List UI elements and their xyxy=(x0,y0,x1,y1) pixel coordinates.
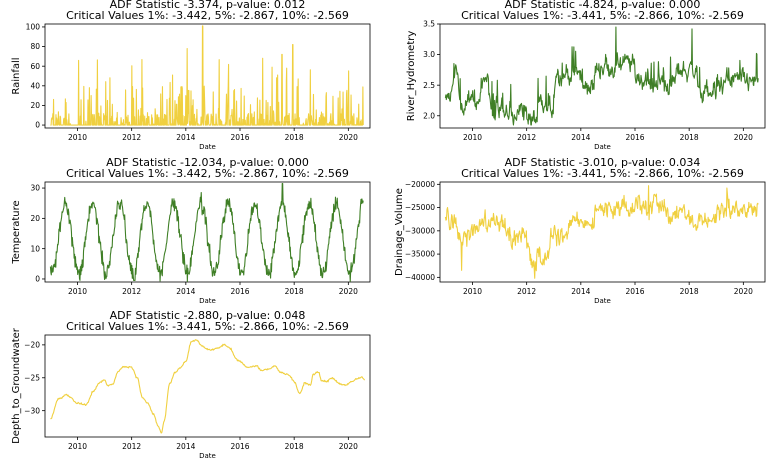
x-tick-label: 2014 xyxy=(176,442,195,451)
x-tick-label: 2016 xyxy=(625,133,644,142)
x-axis-label: Date xyxy=(199,143,216,151)
y-axis-label: Rainfall xyxy=(11,57,22,94)
x-tick-label: 2012 xyxy=(122,287,141,296)
x-tick-label: 2020 xyxy=(339,133,358,142)
chart-title-line: Critical Values 1%: -3.442, 5%: -2.867, … xyxy=(66,167,349,180)
chart-title-line: Critical Values 1%: -3.441, 5%: -2.866, … xyxy=(461,9,744,22)
series-line-river-hydrometry xyxy=(444,26,759,126)
x-tick-label: 2014 xyxy=(571,133,590,142)
x-tick-label: 2020 xyxy=(339,442,358,451)
x-tick-label: 2018 xyxy=(680,287,699,296)
y-tick-label: 40 xyxy=(30,81,40,90)
y-tick-label: 80 xyxy=(30,42,40,51)
x-tick-label: 2012 xyxy=(122,442,141,451)
x-tick-label: 2016 xyxy=(230,287,249,296)
x-tick-label: 2016 xyxy=(230,442,249,451)
x-tick-label: 2010 xyxy=(68,287,87,296)
y-tick-label: 10 xyxy=(30,244,40,253)
plot-area xyxy=(439,181,766,283)
y-tick-label: 60 xyxy=(30,62,40,71)
x-axis-label: Date xyxy=(199,297,216,305)
y-tick-label: −30000 xyxy=(405,226,435,235)
x-axis-label: Date xyxy=(199,452,216,458)
y-tick-label: −30 xyxy=(24,406,40,415)
y-axis-label: Depth_to_Groundwater xyxy=(11,327,22,444)
x-axis-label: Date xyxy=(594,297,611,305)
x-tick-label: 2018 xyxy=(285,287,304,296)
chart-title-line: Critical Values 1%: -3.441, 5%: -2.866, … xyxy=(66,320,349,333)
x-tick-label: 2012 xyxy=(517,287,536,296)
y-tick-label: 0 xyxy=(35,275,40,284)
x-tick-label: 2016 xyxy=(625,287,644,296)
y-tick-label: 20 xyxy=(30,214,40,223)
x-tick-label: 2018 xyxy=(680,133,699,142)
x-tick-label: 2010 xyxy=(68,442,87,451)
series-line-depth-to-groundwater xyxy=(50,339,366,434)
chart-title-line: ADF Statistic -4.824, p-value: 0.000 xyxy=(505,0,701,11)
y-tick-label: 20 xyxy=(30,101,40,110)
x-tick-label: 2020 xyxy=(734,287,753,296)
y-tick-label: −20 xyxy=(24,340,40,349)
chart-title-line: Critical Values 1%: -3.441, 5%: -2.866, … xyxy=(461,167,744,180)
x-tick-label: 2010 xyxy=(463,133,482,142)
x-tick-label: 2010 xyxy=(68,133,87,142)
y-tick-label: 30 xyxy=(30,184,40,193)
x-tick-label: 2012 xyxy=(122,133,141,142)
chart-title-line: ADF Statistic -3.010, p-value: 0.034 xyxy=(505,156,701,169)
x-tick-label: 2012 xyxy=(517,133,536,142)
series-line-drainage-volume xyxy=(444,185,759,279)
chart-panel-temperature: ADF Statistic -12.034, p-value: 0.000Cri… xyxy=(11,156,371,305)
chart-panel-river-hydrometry: ADF Statistic -4.824, p-value: 0.000Crit… xyxy=(406,0,766,151)
x-tick-label: 2014 xyxy=(176,287,195,296)
y-tick-label: 100 xyxy=(26,23,41,32)
y-tick-label: −35000 xyxy=(405,250,435,259)
chart-panel-rainfall: ADF Statistic -3.374, p-value: 0.012Crit… xyxy=(11,0,371,151)
x-tick-label: 2020 xyxy=(339,287,358,296)
plot-area xyxy=(44,23,371,129)
plot-area xyxy=(44,181,371,283)
x-tick-label: 2020 xyxy=(734,133,753,142)
y-tick-label: 2.0 xyxy=(423,111,435,120)
y-tick-label: 3.0 xyxy=(423,50,435,59)
plot-area xyxy=(44,334,371,438)
y-tick-label: −25000 xyxy=(405,203,435,212)
chart-title-line: ADF Statistic -2.880, p-value: 0.048 xyxy=(110,309,306,322)
chart-panel-drainage-volume: ADF Statistic -3.010, p-value: 0.034Crit… xyxy=(394,156,766,305)
y-axis-label: Temperature xyxy=(11,200,22,264)
series-line-rainfall xyxy=(50,25,364,126)
chart-title-line: ADF Statistic -3.374, p-value: 0.012 xyxy=(110,0,306,11)
y-tick-label: −20000 xyxy=(405,180,435,189)
chart-title-line: ADF Statistic -12.034, p-value: 0.000 xyxy=(106,156,309,169)
x-tick-label: 2010 xyxy=(463,287,482,296)
chart-panel-depth-to-groundwater: ADF Statistic -2.880, p-value: 0.048Crit… xyxy=(11,309,371,458)
y-tick-label: 0 xyxy=(35,121,40,130)
x-tick-label: 2016 xyxy=(230,133,249,142)
x-tick-label: 2014 xyxy=(571,287,590,296)
x-tick-label: 2018 xyxy=(285,442,304,451)
x-axis-label: Date xyxy=(594,143,611,151)
y-axis-label: Drainage_Volume xyxy=(394,188,405,276)
chart-title-line: Critical Values 1%: -3.442, 5%: -2.867, … xyxy=(66,9,349,22)
y-tick-label: −40000 xyxy=(405,273,435,282)
y-tick-label: 3.5 xyxy=(423,20,435,29)
x-tick-label: 2014 xyxy=(176,133,195,142)
y-axis-label: River_Hydrometry xyxy=(406,31,417,122)
y-tick-label: 2.5 xyxy=(423,81,435,90)
plot-area xyxy=(439,23,766,129)
series-line-temperature xyxy=(49,182,364,282)
x-tick-label: 2018 xyxy=(285,133,304,142)
y-tick-label: −25 xyxy=(24,373,40,382)
